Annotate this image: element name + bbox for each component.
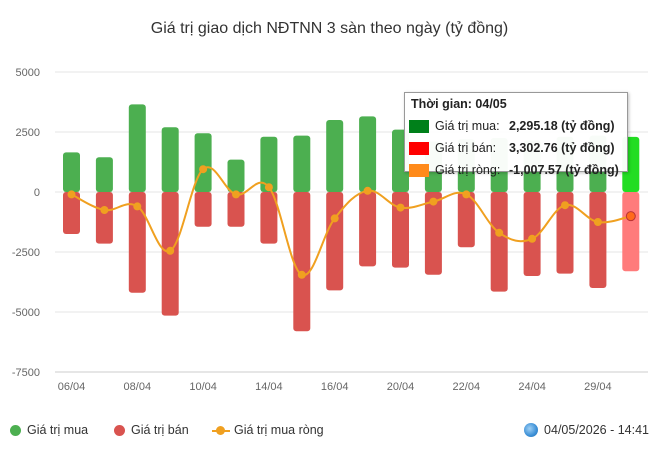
net-point: [199, 165, 208, 174]
net-point: [297, 270, 306, 279]
bar-sell: [424, 192, 442, 275]
net-point: [396, 203, 405, 212]
x-tick-label: 14/04: [255, 381, 283, 393]
x-tick-label: 10/04: [189, 381, 217, 393]
bar-buy: [128, 104, 146, 192]
bar-buy: [359, 116, 377, 192]
y-tick-label: -7500: [12, 367, 40, 379]
bar-buy: [161, 127, 179, 192]
bar-buy: [63, 152, 80, 192]
y-tick-label: 0: [34, 187, 40, 199]
bar-sell: [293, 192, 311, 332]
bar-sell: [326, 192, 344, 291]
net-line: [71, 166, 632, 276]
net-point: [429, 197, 438, 206]
tooltip-label-buy: Giá trị mua:: [435, 119, 500, 133]
bar-sell: [63, 192, 80, 234]
net-point: [625, 211, 636, 222]
bar-sell: [260, 192, 278, 244]
tooltip-header: Thời gian: 04/05: [411, 97, 507, 111]
bar-buy: [95, 157, 113, 192]
net-point: [264, 183, 273, 192]
y-tick-label: -5000: [12, 307, 40, 319]
legend-label-sell: Giá trị bán: [131, 423, 189, 437]
bar-sell: [556, 192, 574, 274]
bar-buy: [326, 120, 344, 192]
bar-sell: [457, 192, 475, 248]
bar-sell: [523, 192, 541, 276]
legend-item-buy[interactable]: Giá trị mua: [10, 423, 88, 437]
legend-item-net[interactable]: Giá trị mua ròng: [212, 423, 324, 437]
legend-label-buy: Giá trị mua: [27, 423, 89, 437]
tooltip-value-buy: 2,295.18 (tỷ đồng): [509, 119, 615, 133]
bar-sell: [128, 192, 146, 293]
net-point: [593, 218, 602, 226]
tooltip-swatch-net: [409, 163, 429, 177]
timestamp-text: 04/05/2026 - 14:41: [544, 423, 649, 437]
legend-net-line-icon: [212, 425, 230, 436]
legend-label-net: Giá trị mua ròng: [234, 423, 324, 437]
tooltip-label-sell: Giá trị bán:: [435, 141, 497, 155]
y-tick-label: -2500: [12, 247, 40, 259]
net-point: [330, 214, 339, 223]
net-point: [561, 201, 569, 210]
net-point: [166, 246, 175, 255]
bar-sell: [490, 192, 508, 292]
net-point: [528, 234, 537, 243]
x-tick-label: 29/04: [584, 381, 612, 393]
tooltip-label-net: Giá trị ròng:: [435, 163, 501, 177]
net-point: [133, 202, 142, 211]
net-point: [363, 186, 372, 195]
x-tick-label: 24/04: [518, 381, 546, 393]
bar-sell: [359, 192, 377, 267]
x-tick-label: 08/04: [124, 381, 152, 393]
bar-sell: [194, 192, 212, 227]
bar-buy: [227, 159, 245, 192]
bar-sell: [622, 192, 640, 272]
tooltip-swatch-sell: [409, 141, 429, 155]
net-point: [462, 190, 471, 199]
y-tick-label: 5000: [16, 67, 40, 79]
net-point: [67, 190, 76, 199]
update-timestamp: 04/05/2026 - 14:41: [524, 423, 649, 437]
legend-sell-dot-icon: [114, 424, 125, 436]
tooltip-value-net: -1,007.57 (tỷ đồng): [509, 163, 619, 177]
x-tick-label: 16/04: [321, 381, 349, 393]
legend-buy-dot-icon: [10, 424, 21, 436]
x-tick-label: 22/04: [453, 381, 481, 393]
net-point: [100, 206, 109, 214]
bar-sell: [589, 192, 607, 288]
net-point: [232, 190, 240, 199]
y-tick-label: 2500: [16, 127, 40, 139]
x-tick-label: 20/04: [387, 381, 415, 393]
chart-tooltip: Thời gian: 04/05 Giá trị mua: 2,295.18 (…: [404, 92, 628, 177]
tooltip-swatch-buy: [409, 119, 429, 133]
chart-title: Giá trị giao dịch NĐTNN 3 sàn theo ngày …: [150, 20, 509, 37]
tooltip-row-net: Giá trị ròng: -1,007.57 (tỷ đồng): [409, 163, 619, 177]
bar-sell: [392, 192, 409, 268]
tooltip-row-buy: Giá trị mua: 2,295.18 (tỷ đồng): [409, 119, 615, 133]
bar-sell: [95, 192, 113, 244]
legend-item-sell[interactable]: Giá trị bán: [114, 423, 189, 437]
net-point: [495, 228, 504, 237]
bar-sell: [227, 192, 245, 227]
bar-buy: [194, 133, 212, 192]
bar-buy: [260, 136, 278, 192]
globe-icon: [524, 423, 539, 437]
bar-buy: [293, 135, 311, 192]
x-tick-label: 06/04: [58, 381, 86, 393]
tooltip-row-sell: Giá trị bán: 3,302.76 (tỷ đồng): [409, 141, 615, 155]
tooltip-value-sell: 3,302.76 (tỷ đồng): [509, 141, 615, 155]
